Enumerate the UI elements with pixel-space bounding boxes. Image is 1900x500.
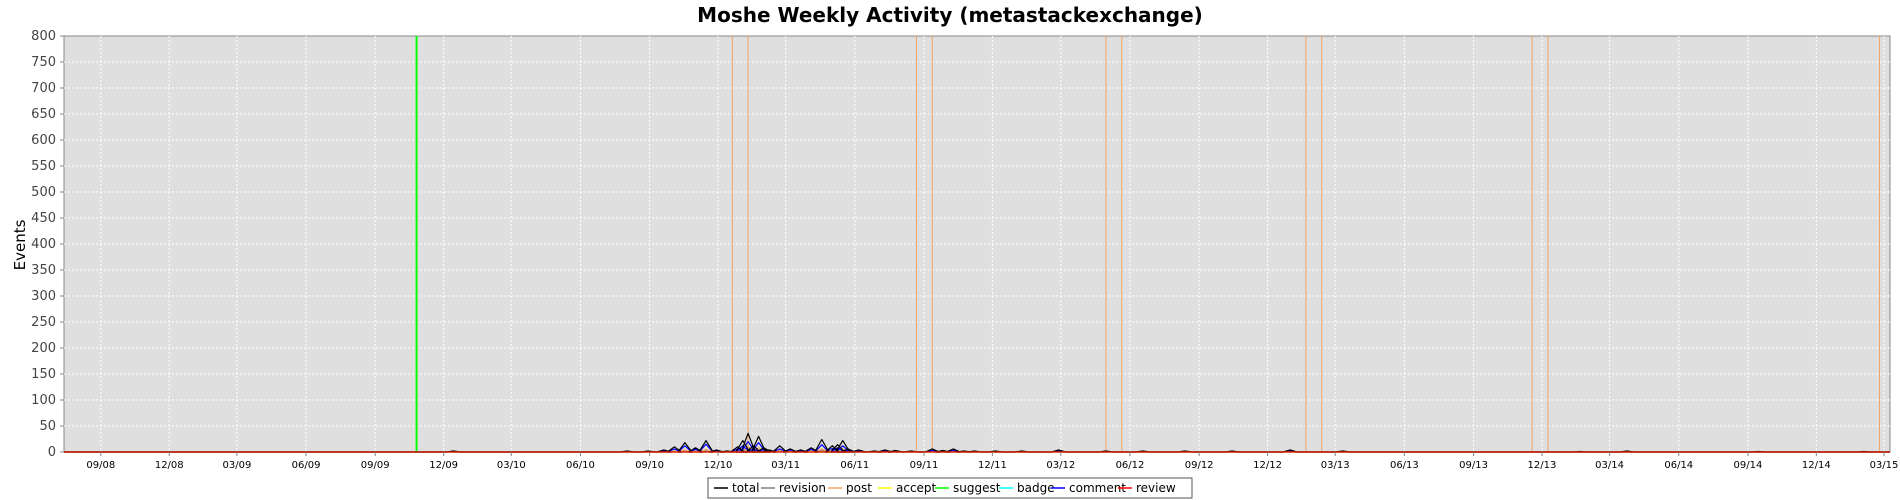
event-markers: [415, 36, 1880, 452]
grid-lines: [64, 36, 1890, 452]
x-tick-label: 12/09: [429, 460, 458, 471]
x-axis: 09/08 12/08 03/09 06/09 09/09 12/09 03/10 06/10…: [86, 452, 1898, 471]
y-axis: 0 50 100 150 200 250 300 350 400 450 500 550 600 650 7…: [31, 29, 64, 460]
x-tick-label: 03/10: [497, 460, 526, 471]
x-tick-label: 06/13: [1390, 460, 1419, 471]
x-tick-label: 09/09: [361, 460, 390, 471]
legend-label-revision: revision: [779, 481, 826, 495]
x-tick-label: 12/12: [1253, 460, 1282, 471]
y-tick-label: 800: [31, 29, 56, 44]
x-tick-label: 03/14: [1595, 460, 1624, 471]
y-tick-label: 350: [31, 263, 56, 278]
x-tick-label: 06/11: [840, 460, 869, 471]
x-tick-label: 09/10: [635, 460, 664, 471]
legend-label-suggest: suggest: [953, 481, 1001, 495]
y-tick-label: 150: [31, 367, 56, 382]
y-tick-label: 250: [31, 315, 56, 330]
x-tick-label: 12/08: [155, 460, 184, 471]
y-tick-label: 300: [31, 289, 56, 304]
y-tick-label: 750: [31, 55, 56, 70]
x-tick-label: 12/10: [704, 460, 733, 471]
y-tick-label: 400: [31, 237, 56, 252]
x-tick-label: 12/13: [1528, 460, 1557, 471]
y-axis-label: Events: [11, 219, 29, 270]
x-tick-label: 03/15: [1870, 460, 1899, 471]
x-tick-label: 12/11: [978, 460, 1007, 471]
y-tick-label: 500: [31, 185, 56, 200]
y-tick-label: 700: [31, 81, 56, 96]
y-tick-label: 0: [48, 445, 56, 460]
y-tick-label: 450: [31, 211, 56, 226]
x-tick-label: 12/14: [1802, 460, 1831, 471]
legend-box: [707, 477, 1193, 499]
x-tick-label: 09/11: [910, 460, 939, 471]
legend-label-total: total: [732, 481, 759, 495]
x-tick-label: 03/12: [1046, 460, 1075, 471]
x-tick-label: 03/09: [222, 460, 251, 471]
x-tick-label: 06/12: [1116, 460, 1145, 471]
legend-label-post: post: [846, 481, 872, 495]
x-tick-label: 03/11: [771, 460, 800, 471]
x-tick-label: 09/14: [1734, 460, 1763, 471]
y-tick-label: 50: [39, 419, 56, 434]
series-lines: [64, 432, 1890, 453]
y-tick-label: 200: [31, 341, 56, 356]
y-tick-label: 650: [31, 107, 56, 122]
legend: total revision post accept suggest badge comme…: [707, 477, 1193, 499]
y-tick-label: 550: [31, 159, 56, 174]
legend-label-badge: badge: [1017, 481, 1055, 495]
x-tick-label: 06/10: [566, 460, 595, 471]
chart-title: Moshe Weekly Activity (metastackexchange…: [697, 3, 1203, 27]
y-tick-label: 100: [31, 393, 56, 408]
x-tick-label: 09/12: [1185, 460, 1214, 471]
legend-label-comment: comment: [1069, 481, 1126, 495]
legend-label-accept: accept: [896, 481, 937, 495]
y-tick-label: 600: [31, 133, 56, 148]
x-tick-label: 09/08: [86, 460, 115, 471]
x-tick-label: 09/13: [1459, 460, 1488, 471]
x-tick-label: 03/13: [1321, 460, 1350, 471]
x-tick-label: 06/14: [1664, 460, 1693, 471]
legend-label-review: review: [1136, 481, 1176, 495]
x-tick-label: 06/09: [292, 460, 321, 471]
